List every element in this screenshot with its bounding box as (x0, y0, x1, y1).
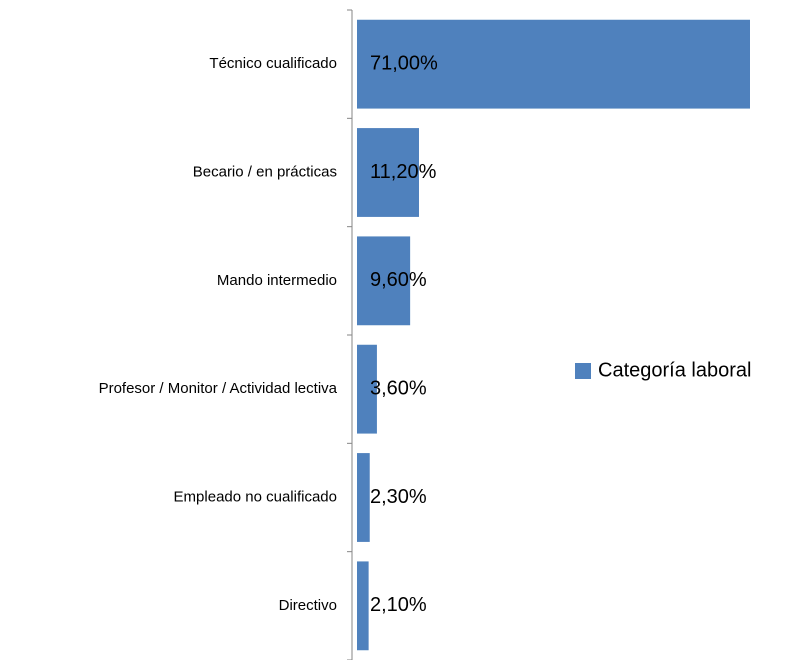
data-label: 9,60% (370, 269, 427, 291)
legend-label: Categoría laboral (598, 359, 751, 381)
bar (357, 344, 377, 434)
category-label: Técnico cualificado (209, 55, 337, 72)
data-label: 2,10% (370, 594, 427, 616)
category-label: Becario / en prácticas (193, 163, 337, 180)
bar (357, 236, 411, 326)
data-label: 2,30% (370, 486, 427, 508)
category-label: Empleado no cualificado (174, 488, 337, 505)
data-label: 11,20% (370, 161, 437, 183)
category-label: Mando intermedio (217, 272, 337, 289)
bar (357, 561, 369, 651)
bar (357, 128, 419, 217)
legend-swatch (575, 363, 591, 379)
data-label: 71,00% (370, 52, 438, 74)
bar (357, 453, 370, 542)
category-label: Profesor / Monitor / Actividad lectiva (99, 380, 338, 397)
bar (357, 19, 750, 109)
category-label: Directivo (279, 597, 337, 614)
data-label: 3,60% (370, 377, 427, 399)
